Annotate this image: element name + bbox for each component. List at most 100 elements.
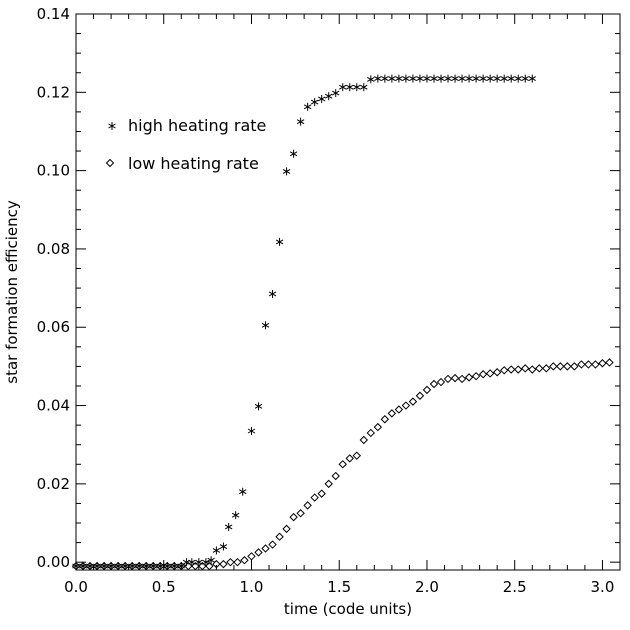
data-point [149, 561, 158, 571]
data-point [247, 552, 256, 561]
data-point [402, 74, 410, 83]
data-point [195, 558, 203, 567]
y-tick-label: 0.10 [37, 162, 70, 180]
data-point [394, 405, 404, 414]
x-tick-label: 2.0 [415, 578, 439, 596]
y-tick-label: 0.08 [37, 240, 70, 258]
data-point [296, 117, 305, 126]
data-point [416, 74, 424, 83]
data-point [444, 74, 452, 83]
data-point [408, 397, 418, 406]
data-point [352, 451, 361, 460]
data-point [423, 74, 431, 83]
data-point [528, 74, 536, 83]
data-point [207, 556, 215, 565]
data-point [240, 556, 249, 565]
data-point [303, 501, 312, 510]
data-point [422, 385, 432, 395]
data-point [113, 561, 123, 571]
data-point [261, 321, 270, 330]
data-point [134, 561, 144, 571]
data-point [535, 364, 544, 373]
data-point [598, 359, 607, 368]
data-point [451, 74, 459, 83]
data-point [443, 374, 453, 384]
data-point [282, 167, 291, 176]
data-point [233, 557, 242, 567]
data-point [430, 74, 438, 83]
legend-item: high heating rate [108, 116, 266, 135]
data-point [254, 402, 263, 411]
data-point [479, 74, 487, 83]
data-point [85, 561, 95, 571]
data-point [485, 369, 495, 378]
data-point [570, 362, 579, 371]
x-tick-label: 1.5 [327, 578, 351, 596]
data-point [317, 94, 326, 103]
data-point [212, 559, 221, 569]
data-point [310, 493, 319, 502]
data-series [71, 74, 614, 571]
data-point [381, 74, 389, 83]
data-point [219, 542, 228, 551]
data-point [563, 362, 572, 371]
data-point [205, 561, 214, 571]
data-point [231, 511, 240, 520]
data-point [177, 561, 186, 571]
data-point [317, 489, 326, 498]
data-point [71, 561, 81, 571]
series-low-heating-rate [71, 358, 614, 571]
data-point [141, 561, 151, 571]
legend: high heating rate low heating rate [105, 116, 266, 173]
data-point [289, 512, 298, 522]
data-point [380, 415, 390, 424]
data-point [310, 98, 319, 107]
data-point [282, 524, 291, 534]
data-point [156, 561, 165, 571]
data-point [219, 559, 228, 569]
data-point [106, 561, 116, 571]
series-high-heating-rate [72, 74, 536, 571]
data-point [591, 360, 600, 369]
y-tick-label: 0.02 [37, 475, 70, 493]
data-point [268, 289, 277, 298]
data-point [163, 561, 172, 571]
data-point [492, 368, 502, 377]
data-point [486, 74, 494, 83]
plot-frame [75, 13, 621, 571]
data-point [464, 373, 474, 382]
data-point [254, 548, 263, 557]
data-point [366, 428, 376, 438]
data-point [331, 471, 340, 481]
data-point [99, 561, 109, 571]
data-point [457, 374, 467, 384]
data-point [275, 237, 284, 246]
x-tick-label: 1.0 [240, 578, 264, 596]
data-point [275, 532, 284, 541]
y-tick-label: 0.04 [37, 397, 70, 415]
data-point [507, 74, 515, 83]
data-point [514, 74, 522, 83]
data-point [170, 561, 179, 571]
data-point [521, 364, 530, 373]
data-point [514, 365, 523, 374]
data-point [226, 557, 235, 567]
data-point [268, 540, 277, 549]
data-point [247, 427, 256, 435]
data-point [458, 74, 466, 83]
data-point [584, 360, 593, 369]
data-point [184, 561, 193, 571]
data-point [191, 561, 200, 571]
data-point [506, 365, 516, 374]
data-point [605, 358, 614, 367]
data-point [360, 83, 368, 92]
x-tick-label: 0.5 [152, 578, 176, 596]
data-point [542, 364, 551, 373]
data-point [338, 460, 347, 469]
y-tick-label: 0.14 [37, 5, 70, 23]
data-point [353, 83, 361, 92]
data-point [198, 561, 207, 571]
x-tick-label: 2.5 [503, 578, 527, 596]
y-tick-label: 0.12 [37, 83, 70, 101]
